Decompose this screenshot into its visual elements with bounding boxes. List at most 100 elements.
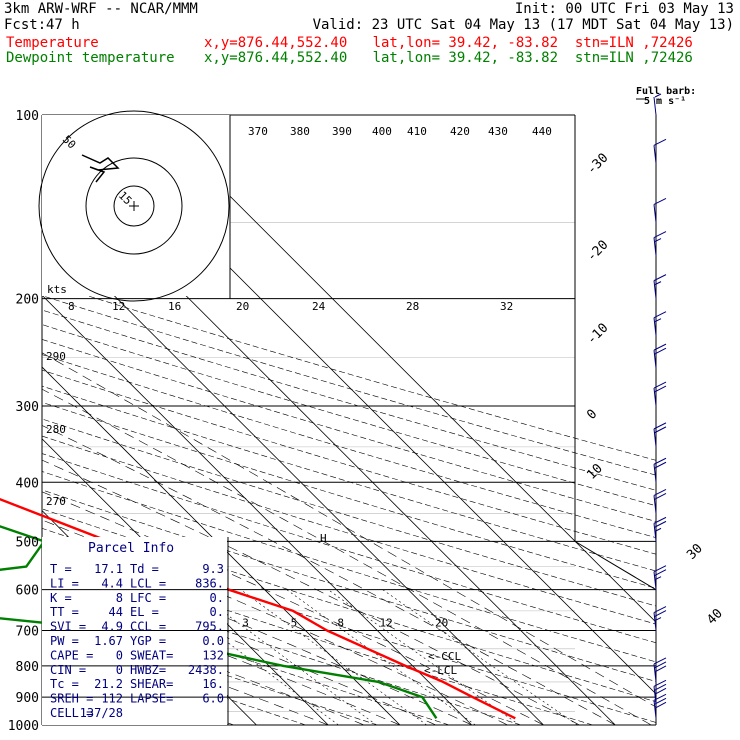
theta-label: 430 xyxy=(488,125,508,138)
parcel-value: 0. xyxy=(210,591,224,605)
dry-adiabat xyxy=(42,489,656,682)
pressure-label-500: 500 xyxy=(16,535,39,550)
theta-label: 400 xyxy=(372,125,392,138)
hodograph-axis-label: 8 xyxy=(68,300,75,313)
parcel-label: LI = xyxy=(50,576,79,590)
parcel-value: 0.0 xyxy=(202,634,224,648)
parcel-label: PW = xyxy=(50,634,79,648)
hodograph-axis-label: 16 xyxy=(168,300,181,313)
temperature-legend-info: x,y=876.44,552.40 lat,lon= 39.42, -83.82… xyxy=(204,35,693,51)
parcel-value: 0 xyxy=(116,648,123,662)
parcel-label: Td = xyxy=(130,562,159,576)
parcel-value: 112 xyxy=(101,692,123,706)
parcel-value: 9.3 xyxy=(202,562,224,576)
wind-barb xyxy=(653,138,667,164)
hodograph-axis-label: 20 xyxy=(236,300,249,313)
parcel-value: 6.0 xyxy=(202,692,224,706)
mixing-ratio-label: 5 xyxy=(291,617,298,630)
dry-adiabat xyxy=(42,402,656,589)
init-time: Init: 00 UTC Fri 03 May 13 xyxy=(514,1,734,17)
barb-legend-title: Full barb: xyxy=(636,86,696,97)
wind-barb xyxy=(653,197,667,223)
pressure-label-1000: 1000 xyxy=(8,719,39,734)
isotherm xyxy=(42,294,473,725)
mixing-ratio-label: 20 xyxy=(435,617,448,630)
theta-label: 410 xyxy=(407,125,427,138)
pressure-label-200: 200 xyxy=(16,293,39,308)
isotherm xyxy=(148,115,656,623)
mixing-ratio-line xyxy=(193,589,377,725)
dry-adiabat xyxy=(42,547,593,725)
parcel-label: T = xyxy=(50,562,72,576)
isotherm-label: -30 xyxy=(584,151,611,178)
isotherm-label: 30 xyxy=(684,541,706,563)
parcel-label: K = xyxy=(50,591,72,605)
theta-label: 380 xyxy=(290,125,310,138)
wind-barb xyxy=(653,274,667,299)
mixing-ratio-line xyxy=(240,589,427,725)
hodograph-ring xyxy=(38,110,230,302)
theta-label: 420 xyxy=(450,125,470,138)
hodograph-ring xyxy=(113,185,155,227)
dewpoint-curve xyxy=(0,525,438,719)
parcel-value: 44 xyxy=(109,605,123,619)
mixing-ratio-line xyxy=(157,589,339,725)
hodograph-ring xyxy=(85,157,183,255)
wind-barb xyxy=(653,606,667,631)
parcel-label: TT = xyxy=(50,605,79,619)
theta-label-left: 280 xyxy=(46,423,66,436)
barb-legend-value: 5 m s⁻¹ xyxy=(644,96,686,107)
wind-barb xyxy=(653,679,667,705)
wind-barb xyxy=(653,489,667,514)
parcel-label: CAPE = xyxy=(50,648,93,662)
parcel-label: SWEAT= xyxy=(130,648,173,662)
parcel-label: SVI = xyxy=(50,620,86,634)
wind-barb xyxy=(653,381,667,407)
theta-label-left: 270 xyxy=(46,495,66,508)
parcel-label: CIN = xyxy=(50,663,86,677)
parcel-label: CCL = xyxy=(130,620,166,634)
pressure-label-600: 600 xyxy=(16,584,39,599)
dry-adiabat xyxy=(42,324,656,507)
pressure-label-800: 800 xyxy=(16,660,39,675)
parcel-value: 8 xyxy=(116,591,123,605)
wind-barb xyxy=(653,516,667,542)
isotherm-label: 0 xyxy=(584,407,600,423)
parcel-value: 16. xyxy=(202,677,224,691)
wind-barb xyxy=(653,657,667,683)
parcel-info-panel: Parcel Info T = 17.1 Td = 9.3 LI = 4.4 LCL = 836… xyxy=(42,537,229,725)
parcel-label: SREH = xyxy=(50,692,93,706)
pressure-label-700: 700 xyxy=(16,625,39,640)
theta-label: 370 xyxy=(248,125,268,138)
isotherm xyxy=(42,222,544,725)
theta-label: 390 xyxy=(332,125,352,138)
parcel-label: YGP = xyxy=(130,634,166,648)
isotherm-label: 40 xyxy=(704,606,726,628)
dry-adiabat xyxy=(42,295,656,476)
parcel-value: 17.1 xyxy=(94,562,123,576)
theta-label: 440 xyxy=(532,125,552,138)
hodograph-axis-label: 24 xyxy=(312,300,326,313)
parcel-label: HWBZ= xyxy=(130,663,166,677)
mixing-ratio-label: 3 xyxy=(242,617,249,630)
dewpoint-legend-label: Dewpoint temperature xyxy=(6,50,175,66)
pressure-label-300: 300 xyxy=(16,400,39,415)
hodograph-axis-label: 12 xyxy=(112,300,125,313)
wind-barb-column: Full barb:5 m s⁻¹ xyxy=(636,86,696,719)
wind-barb xyxy=(653,343,667,369)
forecast-label: Fcst: xyxy=(4,17,47,33)
parcel-value: 4.9 xyxy=(101,620,123,634)
hodograph-trace xyxy=(81,154,120,183)
wind-barb xyxy=(653,311,667,336)
parcel-label: EL = xyxy=(130,605,159,619)
hodograph-axis-label: 28 xyxy=(406,300,419,313)
wind-barb xyxy=(653,93,662,116)
parcel-value: 0. xyxy=(210,605,224,619)
parcel-label: LAPSE= xyxy=(130,692,173,706)
theta-label-left: 290 xyxy=(46,350,66,363)
parcel-label: CELL = xyxy=(50,706,93,720)
forecast-hours: 47 h xyxy=(46,17,80,33)
isotherm xyxy=(42,366,401,725)
